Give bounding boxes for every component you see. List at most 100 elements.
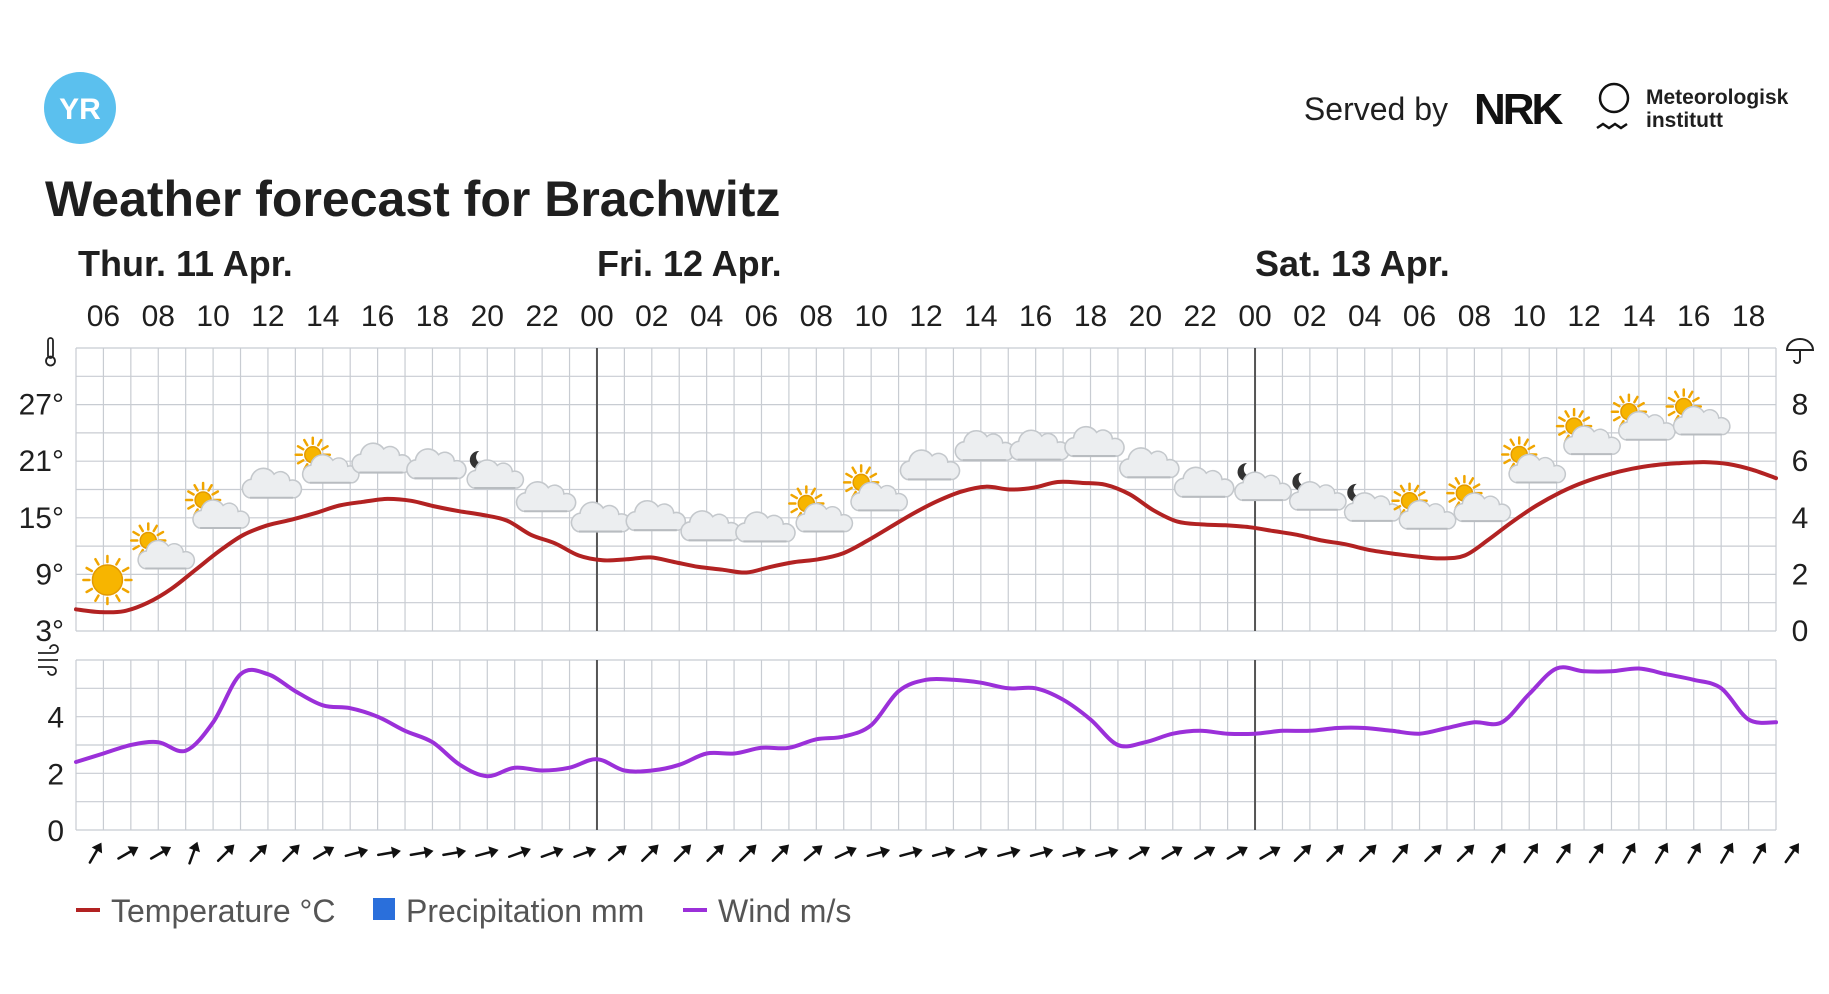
partly-cloudy-day-icon (1665, 388, 1731, 436)
wind-arrow-icon (706, 844, 724, 863)
hour-tick-label: 12 (1567, 300, 1600, 333)
wind-arrow-icon (1654, 842, 1669, 864)
thermometer-icon (45, 337, 56, 367)
wind-arrow-icon (803, 845, 823, 862)
cloud-icon (735, 511, 796, 543)
precipitation-tick-label: 8 (1792, 389, 1809, 422)
partly-cloudy-night-icon (1343, 483, 1402, 522)
wind-arrow-icon (771, 844, 790, 863)
wind-arrow-icon (673, 844, 692, 863)
wind-arrow-icon (1358, 844, 1377, 863)
wind-arrow-icon (1326, 844, 1344, 863)
wind-arrow-icon (117, 846, 139, 860)
page-title: Weather forecast for Brachwitz (45, 171, 780, 227)
cloud-icon (1009, 429, 1070, 461)
wind-arrow-icon (377, 846, 401, 859)
partly-cloudy-night-icon (1234, 463, 1292, 502)
legend-precipitation-swatch (373, 898, 395, 920)
wind-arrow-icon (573, 846, 597, 859)
legend-wind-label: Wind m/s (718, 893, 851, 929)
wind-arrow-icon (1784, 843, 1799, 864)
cloud-icon (1064, 425, 1125, 458)
temperature-tick-label: 9° (35, 558, 64, 591)
wind-arrow-icon (1194, 846, 1216, 860)
temperature-line (74, 460, 1778, 615)
met-line2: institutt (1646, 109, 1723, 132)
served-by-label: Served by (1304, 91, 1448, 127)
hour-tick-label: 06 (1403, 300, 1436, 333)
wind-arrow-icon (641, 844, 659, 863)
wind-arrow-icon (1687, 842, 1701, 864)
hour-tick-label: 02 (635, 300, 668, 333)
hour-tick-label: 04 (1348, 300, 1381, 333)
wind-arrow-icon (1622, 842, 1636, 864)
day-label: Thur. 11 Apr. (78, 243, 293, 284)
wind-arrow-icon (1588, 843, 1604, 864)
hour-tick-label: 16 (361, 300, 394, 333)
wind-arrow-icon (149, 846, 172, 860)
wind-icon (38, 644, 59, 676)
legend-temperature-label: Temperature °C (111, 893, 335, 929)
day-label: Fri. 12 Apr. (597, 243, 782, 284)
yr-logo[interactable]: YR (44, 72, 116, 144)
wind-arrow-icon (1456, 844, 1475, 863)
wind-arrow-icon (1095, 846, 1119, 859)
wind-arrow-icon (282, 844, 300, 863)
weather-symbols (82, 388, 1731, 606)
wind-arrow-icon (1556, 843, 1571, 864)
yr-logo-text: YR (59, 93, 101, 126)
wind-arrow-icon (442, 846, 467, 859)
wind-arrow-icon (1128, 846, 1150, 860)
hour-tick-label: 08 (800, 300, 833, 333)
cloud-icon (625, 500, 687, 532)
temperature-tick-label: 15° (19, 502, 64, 535)
cloud-icon (954, 430, 1016, 462)
day-labels: Thur. 11 Apr. Fri. 12 Apr. Sat. 13 Apr. (78, 243, 1450, 284)
wind-series (74, 665, 1778, 779)
hour-tick-label: 00 (1238, 300, 1271, 333)
precipitation-tick-label: 6 (1792, 445, 1809, 478)
wind-arrow-icon (540, 846, 564, 859)
partly-cloudy-day-icon (294, 436, 360, 484)
wind-tick-label: 2 (47, 758, 64, 791)
wind-arrow-icon (964, 846, 988, 859)
met-institute-logo[interactable]: Meteorologisk institutt (1596, 82, 1789, 132)
umbrella-icon (1785, 338, 1815, 364)
wind-arrow-icon (607, 845, 627, 862)
day-label: Sat. 13 Apr. (1255, 243, 1450, 284)
partly-cloudy-night-icon (1289, 472, 1347, 511)
partly-cloudy-night-icon (466, 450, 525, 489)
partly-cloudy-day-icon (130, 522, 196, 570)
partly-cloudy-day-icon (1555, 407, 1621, 456)
met-circle-icon (1598, 82, 1630, 114)
wind-arrow-icon (188, 841, 200, 865)
hour-tick-label: 14 (306, 300, 339, 333)
cloud-icon (351, 442, 412, 474)
met-line1: Meteorologisk (1646, 86, 1789, 109)
wind-arrow-icon (866, 846, 891, 859)
hour-tick-label: 06 (87, 300, 120, 333)
temperature-tick-label: 21° (19, 445, 64, 478)
partly-cloudy-day-icon (842, 464, 909, 512)
cloud-icon (1119, 447, 1180, 479)
hour-tick-label: 10 (196, 300, 229, 333)
hour-tick-label: 12 (251, 300, 284, 333)
hour-tick-label: 12 (909, 300, 942, 333)
nrk-logo[interactable]: NRK (1474, 85, 1567, 134)
wind-arrow-icon (313, 846, 335, 860)
wind-arrow-icon (738, 844, 757, 863)
temperature-grid (75, 347, 1777, 632)
wind-grid (75, 659, 1777, 831)
temperature-tick-label: 27° (19, 389, 64, 422)
hour-tick-label: 20 (471, 300, 504, 333)
precipitation-tick-label: 2 (1792, 558, 1809, 591)
wind-arrow-icon (249, 844, 268, 863)
wind-arrow-icon (1259, 846, 1281, 860)
cloud-icon (241, 467, 303, 499)
hour-tick-label: 16 (1019, 300, 1052, 333)
cloud-icon (570, 501, 632, 533)
met-wave-icon (1596, 122, 1628, 130)
precipitation-tick-label: 0 (1792, 615, 1809, 648)
wind-direction-arrows (88, 841, 1799, 865)
